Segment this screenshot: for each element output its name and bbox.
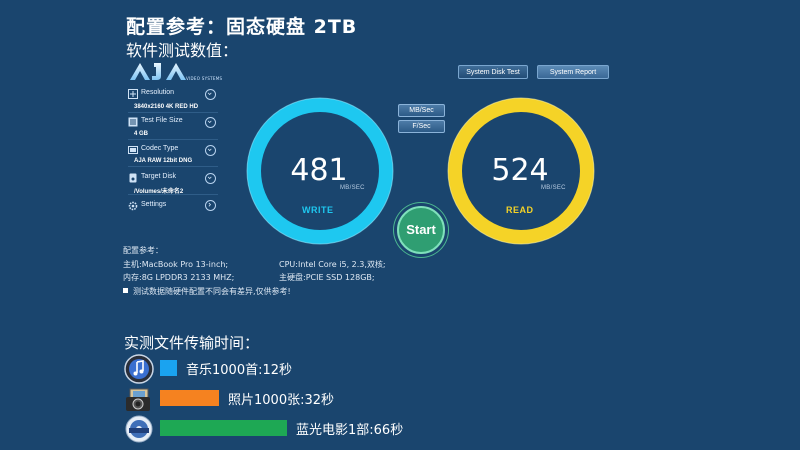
config-host-disk: 主硬盘:PCIE SSD 128GB; [279,273,375,282]
settings-gear-icon [128,201,138,211]
setting-value-file-size: 4 GB [134,131,149,137]
read-speed-unit: MB/SEC [541,185,566,191]
write-gauge-ring-highlight [246,97,394,245]
chevron-down-icon[interactable] [205,117,216,128]
chevron-down-icon[interactable] [205,173,216,184]
bullet-marker [123,288,128,293]
write-gauge-ring [247,98,393,244]
write-speed-value: 481 [290,153,348,188]
config-memory: 内存:8G LPDDR3 2133 MHZ; [123,273,235,282]
music-time-text: 音乐1000首:12秒 [186,363,293,378]
music-note-icon [124,354,154,384]
read-gauge-ring-highlight [447,97,595,245]
bluray-time-text: 蓝光电影1部:66秒 [296,423,404,438]
setting-value-codec: AJA RAW 12bit DNG [134,158,193,164]
disk-icon [129,173,137,183]
divider [128,139,218,140]
photo-time-text: 照片1000张:32秒 [228,393,335,408]
config-heading: 配置参考： [123,246,163,255]
read-label: READ [506,205,534,215]
dvd-disc-icon [125,415,153,443]
music-time-bar [160,360,177,376]
start-button[interactable]: Start [397,206,445,254]
config-cpu: CPU:Intel Core i5, 2.3,双核; [279,260,386,269]
system-disk-test-button[interactable]: System Disk Test [458,65,528,79]
setting-label: Target Disk [141,173,177,180]
page-title: 配置参考：固态硬盘 2TB [126,16,358,38]
resolution-icon [128,89,138,99]
setting-label: Settings [141,201,167,208]
setting-label: Resolution [141,89,175,96]
config-note: 测试数据随硬件配置不同会有差异,仅供参考! [133,287,291,296]
read-gauge-ring [448,98,594,244]
file-size-icon [128,117,138,127]
transfer-section-title: 实测文件传输时间： [124,334,260,352]
unit-fsec-button[interactable]: F/Sec [398,120,445,133]
setting-label: Test File Size [141,117,183,124]
page-subtitle: 软件测试数值： [126,41,239,60]
setting-label: Codec Type [141,145,179,152]
chevron-down-icon[interactable] [205,145,216,156]
setting-value-target-disk: /Volumes/未命名2 [134,189,184,195]
chevron-down-icon[interactable] [205,89,216,100]
chevron-right-icon[interactable] [205,200,216,211]
divider [128,112,218,113]
codec-icon [128,146,138,154]
bluray-time-bar [160,420,287,436]
write-label: WRITE [302,205,334,215]
divider [128,166,218,167]
aja-logo [130,63,186,80]
config-host: 主机:MacBook Pro 13-inch; [123,260,229,269]
setting-value-resolution: 3840x2160 4K RED HD [134,104,199,110]
unit-mbsec-button[interactable]: MB/Sec [398,104,445,117]
divider [128,194,218,195]
camera-icon [126,388,150,411]
photo-time-bar [160,390,219,406]
aja-logo-subtext: VIDEO SYSTEMS [186,76,223,81]
system-report-button[interactable]: System Report [537,65,609,79]
write-speed-unit: MB/SEC [340,185,365,191]
read-speed-value: 524 [491,153,549,188]
